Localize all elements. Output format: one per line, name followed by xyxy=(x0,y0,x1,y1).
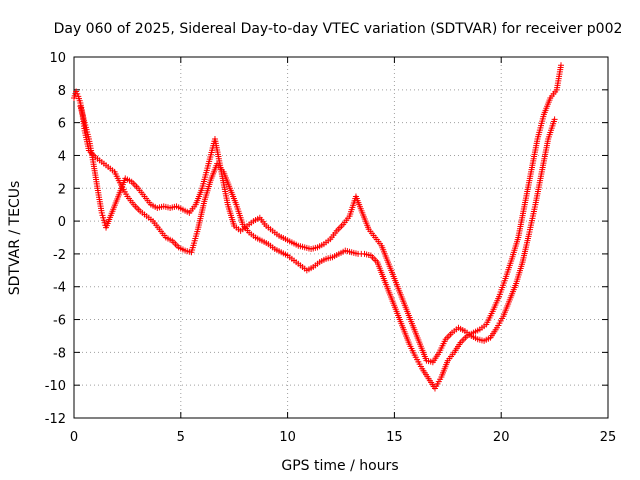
x-tick-labels: 0 5 10 15 20 25 xyxy=(70,430,616,445)
chart-title: Day 060 of 2025, Sidereal Day-to-day VTE… xyxy=(54,21,623,37)
y-tick-label: -6 xyxy=(53,314,66,329)
axis-ticks xyxy=(73,56,609,419)
y-tick-label: 6 xyxy=(58,117,66,132)
x-tick-label: 0 xyxy=(70,430,78,445)
x-tick-label: 15 xyxy=(386,430,403,445)
y-tick-label: 4 xyxy=(58,149,66,164)
x-tick-label: 5 xyxy=(177,430,185,445)
y-tick-label: -4 xyxy=(53,281,66,296)
x-tick-label: 20 xyxy=(493,430,510,445)
y-tick-label: 8 xyxy=(58,84,66,99)
data-point xyxy=(551,116,558,123)
x-tick-label: 25 xyxy=(600,430,617,445)
y-tick-label: 2 xyxy=(58,182,66,197)
y-tick-label: 0 xyxy=(58,215,66,230)
y-tick-label: -2 xyxy=(53,248,66,263)
x-tick-label: 10 xyxy=(279,430,296,445)
data-point xyxy=(558,62,565,69)
x-axis-label: GPS time / hours xyxy=(281,458,398,474)
y-tick-label: -8 xyxy=(53,346,66,361)
y-tick-label: -10 xyxy=(45,379,66,394)
y-tick-labels: -12 -10 -8 -6 -4 -2 0 2 4 6 8 10 xyxy=(45,51,66,427)
data-points xyxy=(71,62,565,392)
y-tick-label: 10 xyxy=(49,51,66,66)
y-axis-label: SDTVAR / TECUs xyxy=(7,181,23,296)
plot-frame xyxy=(73,56,609,419)
grid-lines xyxy=(74,57,608,418)
y-tick-label: -12 xyxy=(45,412,66,427)
